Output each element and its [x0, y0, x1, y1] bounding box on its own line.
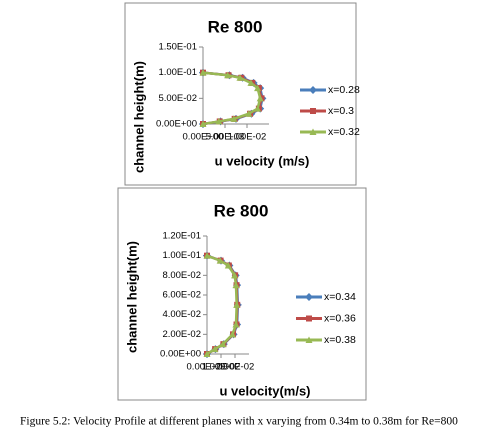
y-tick-label: 1.00E-01 — [162, 250, 201, 261]
marker — [203, 252, 211, 259]
x-axis-label: u velocity (m/s) — [215, 153, 310, 168]
marker — [230, 115, 238, 122]
x-tick-label: 0.00E+00 — [183, 132, 224, 143]
y-tick-label: 0.00E+00 — [160, 349, 201, 360]
legend-marker — [306, 315, 312, 322]
marker — [219, 340, 227, 348]
marker — [254, 84, 262, 92]
chart-title: Re 800 — [208, 17, 263, 36]
legend-label: x=0.36 — [324, 312, 356, 324]
marker — [216, 257, 224, 264]
legend-marker — [305, 336, 313, 343]
y-axis-label: channel height(m) — [131, 61, 146, 173]
x-tick-label: 5.00E-03 — [206, 132, 245, 143]
marker — [247, 79, 255, 86]
chart-title: Re 800 — [214, 201, 269, 220]
legend-label: x=0.38 — [324, 334, 356, 346]
marker — [228, 330, 236, 338]
marker — [199, 69, 207, 76]
legend-label: x=0.28 — [328, 84, 360, 96]
y-tick-label: 0.00E+00 — [156, 119, 197, 130]
legend-label: x=0.34 — [324, 291, 356, 303]
marker — [224, 262, 232, 269]
x-tick-label: 2.00E-02 — [216, 362, 255, 373]
legend-marker — [310, 108, 316, 114]
marker — [211, 345, 219, 353]
legend-label: x=0.32 — [328, 126, 360, 138]
marker — [233, 301, 241, 308]
marker — [224, 71, 232, 79]
y-tick-label: 2.00E-02 — [162, 329, 201, 340]
chart-frame — [124, 2, 357, 186]
marker — [245, 110, 253, 117]
y-axis-label: channel height(m) — [124, 241, 139, 353]
x-tick-label: 1.00E-02 — [202, 362, 241, 373]
marker — [256, 94, 264, 102]
marker — [232, 321, 240, 328]
chart-frame — [117, 187, 367, 401]
marker — [232, 281, 240, 289]
y-tick-label: 5.00E-02 — [158, 93, 197, 104]
x-tick-label: 0.00E+00 — [187, 362, 228, 373]
marker — [254, 105, 262, 112]
x-axis-label: u velocity(m/s) — [219, 383, 310, 398]
marker — [231, 271, 239, 279]
legend-label: x=0.3 — [328, 105, 354, 117]
caption: Figure 5.2: Velocity Profile at differen… — [20, 416, 458, 428]
y-tick-label: 1.20E-01 — [162, 231, 201, 242]
y-tick-label: 4.00E-02 — [162, 309, 201, 320]
legend-marker — [305, 293, 313, 301]
marker — [203, 350, 211, 357]
y-tick-label: 1.50E-01 — [158, 42, 197, 53]
y-tick-label: 8.00E-02 — [162, 270, 201, 281]
legend-marker — [309, 86, 317, 94]
x-tick-label: 1.00E-02 — [228, 132, 267, 143]
y-tick-label: 6.00E-02 — [162, 290, 201, 301]
marker — [215, 117, 223, 125]
y-tick-label: 1.00E-01 — [158, 67, 197, 78]
marker — [236, 74, 244, 81]
marker — [199, 120, 207, 127]
legend-marker — [309, 128, 317, 135]
